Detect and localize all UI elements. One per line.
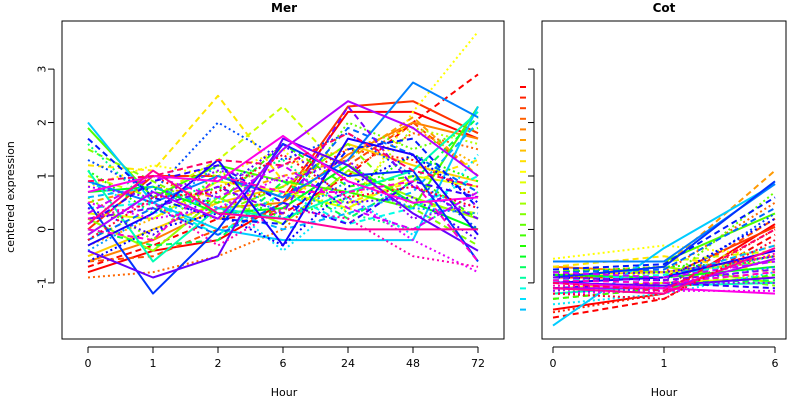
cot-series-line-11 xyxy=(552,255,776,274)
mer-y-tick-label: 1 xyxy=(36,172,49,179)
cot-series-line-26 xyxy=(552,260,776,282)
mer-series-line-33 xyxy=(87,121,479,231)
mer-series-line-2 xyxy=(87,73,479,268)
cot-series-line-44 xyxy=(552,260,776,279)
cot-series-line-39 xyxy=(552,255,776,276)
mer-x-axis-label: Hour xyxy=(271,386,298,399)
mer-x-tick-label: 6 xyxy=(280,357,287,370)
cot-series-line-35 xyxy=(552,196,776,271)
mer-series-line-39 xyxy=(87,142,479,241)
mer-series-line-12 xyxy=(87,31,479,215)
mer-plot-frame xyxy=(61,20,505,340)
cot-series-line-12 xyxy=(552,244,776,260)
mer-series-line-51 xyxy=(87,153,479,241)
cot-panel: Cot 0 1 6 Hour xyxy=(520,1,787,399)
cot-y-axis xyxy=(528,68,535,284)
mer-series-line-49 xyxy=(87,169,478,231)
mer-y-tick-label: 0 xyxy=(36,226,49,233)
cot-x-tick-label: 6 xyxy=(772,357,779,370)
mer-x-tick-label: 24 xyxy=(341,357,355,370)
cot-series-group xyxy=(552,169,776,327)
mer-y-tick-label: 2 xyxy=(36,119,49,126)
cot-x-axis-label: Hour xyxy=(651,386,678,399)
mer-series-line-37 xyxy=(87,137,479,247)
mer-series-line-45 xyxy=(87,175,479,274)
cot-series-line-50 xyxy=(552,228,776,292)
mer-title: Mer xyxy=(271,1,297,15)
mer-y-axis: -1 0 1 2 3 xyxy=(36,66,55,288)
cot-x-tick-label: 0 xyxy=(550,357,557,370)
mer-series-line-48 xyxy=(87,201,479,268)
mer-y-tick-label: -1 xyxy=(36,277,49,288)
mer-series-line-6 xyxy=(87,132,479,279)
mer-series-line-42 xyxy=(87,159,479,220)
mer-series-line-43 xyxy=(87,100,479,236)
cot-plot-frame xyxy=(541,20,787,340)
cot-series-line-31 xyxy=(553,183,776,263)
mer-series-line-29 xyxy=(87,121,479,231)
y-axis-label: centered expression xyxy=(4,141,17,253)
mer-x-tick-label: 2 xyxy=(215,357,222,370)
mer-series-group xyxy=(87,31,479,295)
mer-x-tick-label: 72 xyxy=(471,357,485,370)
mer-x-tick-label: 48 xyxy=(406,357,420,370)
mer-panel: Mer 0 1 2 6 24 48 72 -1 0 1 2 3 Hour xyxy=(36,1,505,399)
mer-series-line-30 xyxy=(87,164,479,252)
mer-series-line-47 xyxy=(87,175,479,263)
mer-series-line-28 xyxy=(87,106,479,242)
mer-x-axis: 0 1 2 6 24 48 72 xyxy=(85,346,485,370)
cot-title: Cot xyxy=(653,1,676,15)
mer-x-tick-label: 1 xyxy=(150,357,157,370)
mer-y-tick-label: 3 xyxy=(36,66,49,73)
cot-series-line-32 xyxy=(552,207,776,274)
cot-series-line-49 xyxy=(552,247,776,295)
cot-series-line-51 xyxy=(552,239,776,300)
cot-series-line-47 xyxy=(552,271,776,284)
cot-x-axis: 0 1 6 xyxy=(550,346,779,370)
mer-series-line-50 xyxy=(87,132,479,188)
cot-series-line-41 xyxy=(552,268,776,282)
mer-series-line-40 xyxy=(87,137,479,279)
cot-series-line-28 xyxy=(552,183,776,327)
cot-series-line-34 xyxy=(552,180,776,279)
mer-x-tick-label: 0 xyxy=(85,357,92,370)
mer-series-line-35 xyxy=(87,137,479,226)
cot-x-tick-label: 1 xyxy=(661,357,668,370)
cot-series-line-48 xyxy=(552,252,776,290)
cot-legend xyxy=(520,86,526,311)
